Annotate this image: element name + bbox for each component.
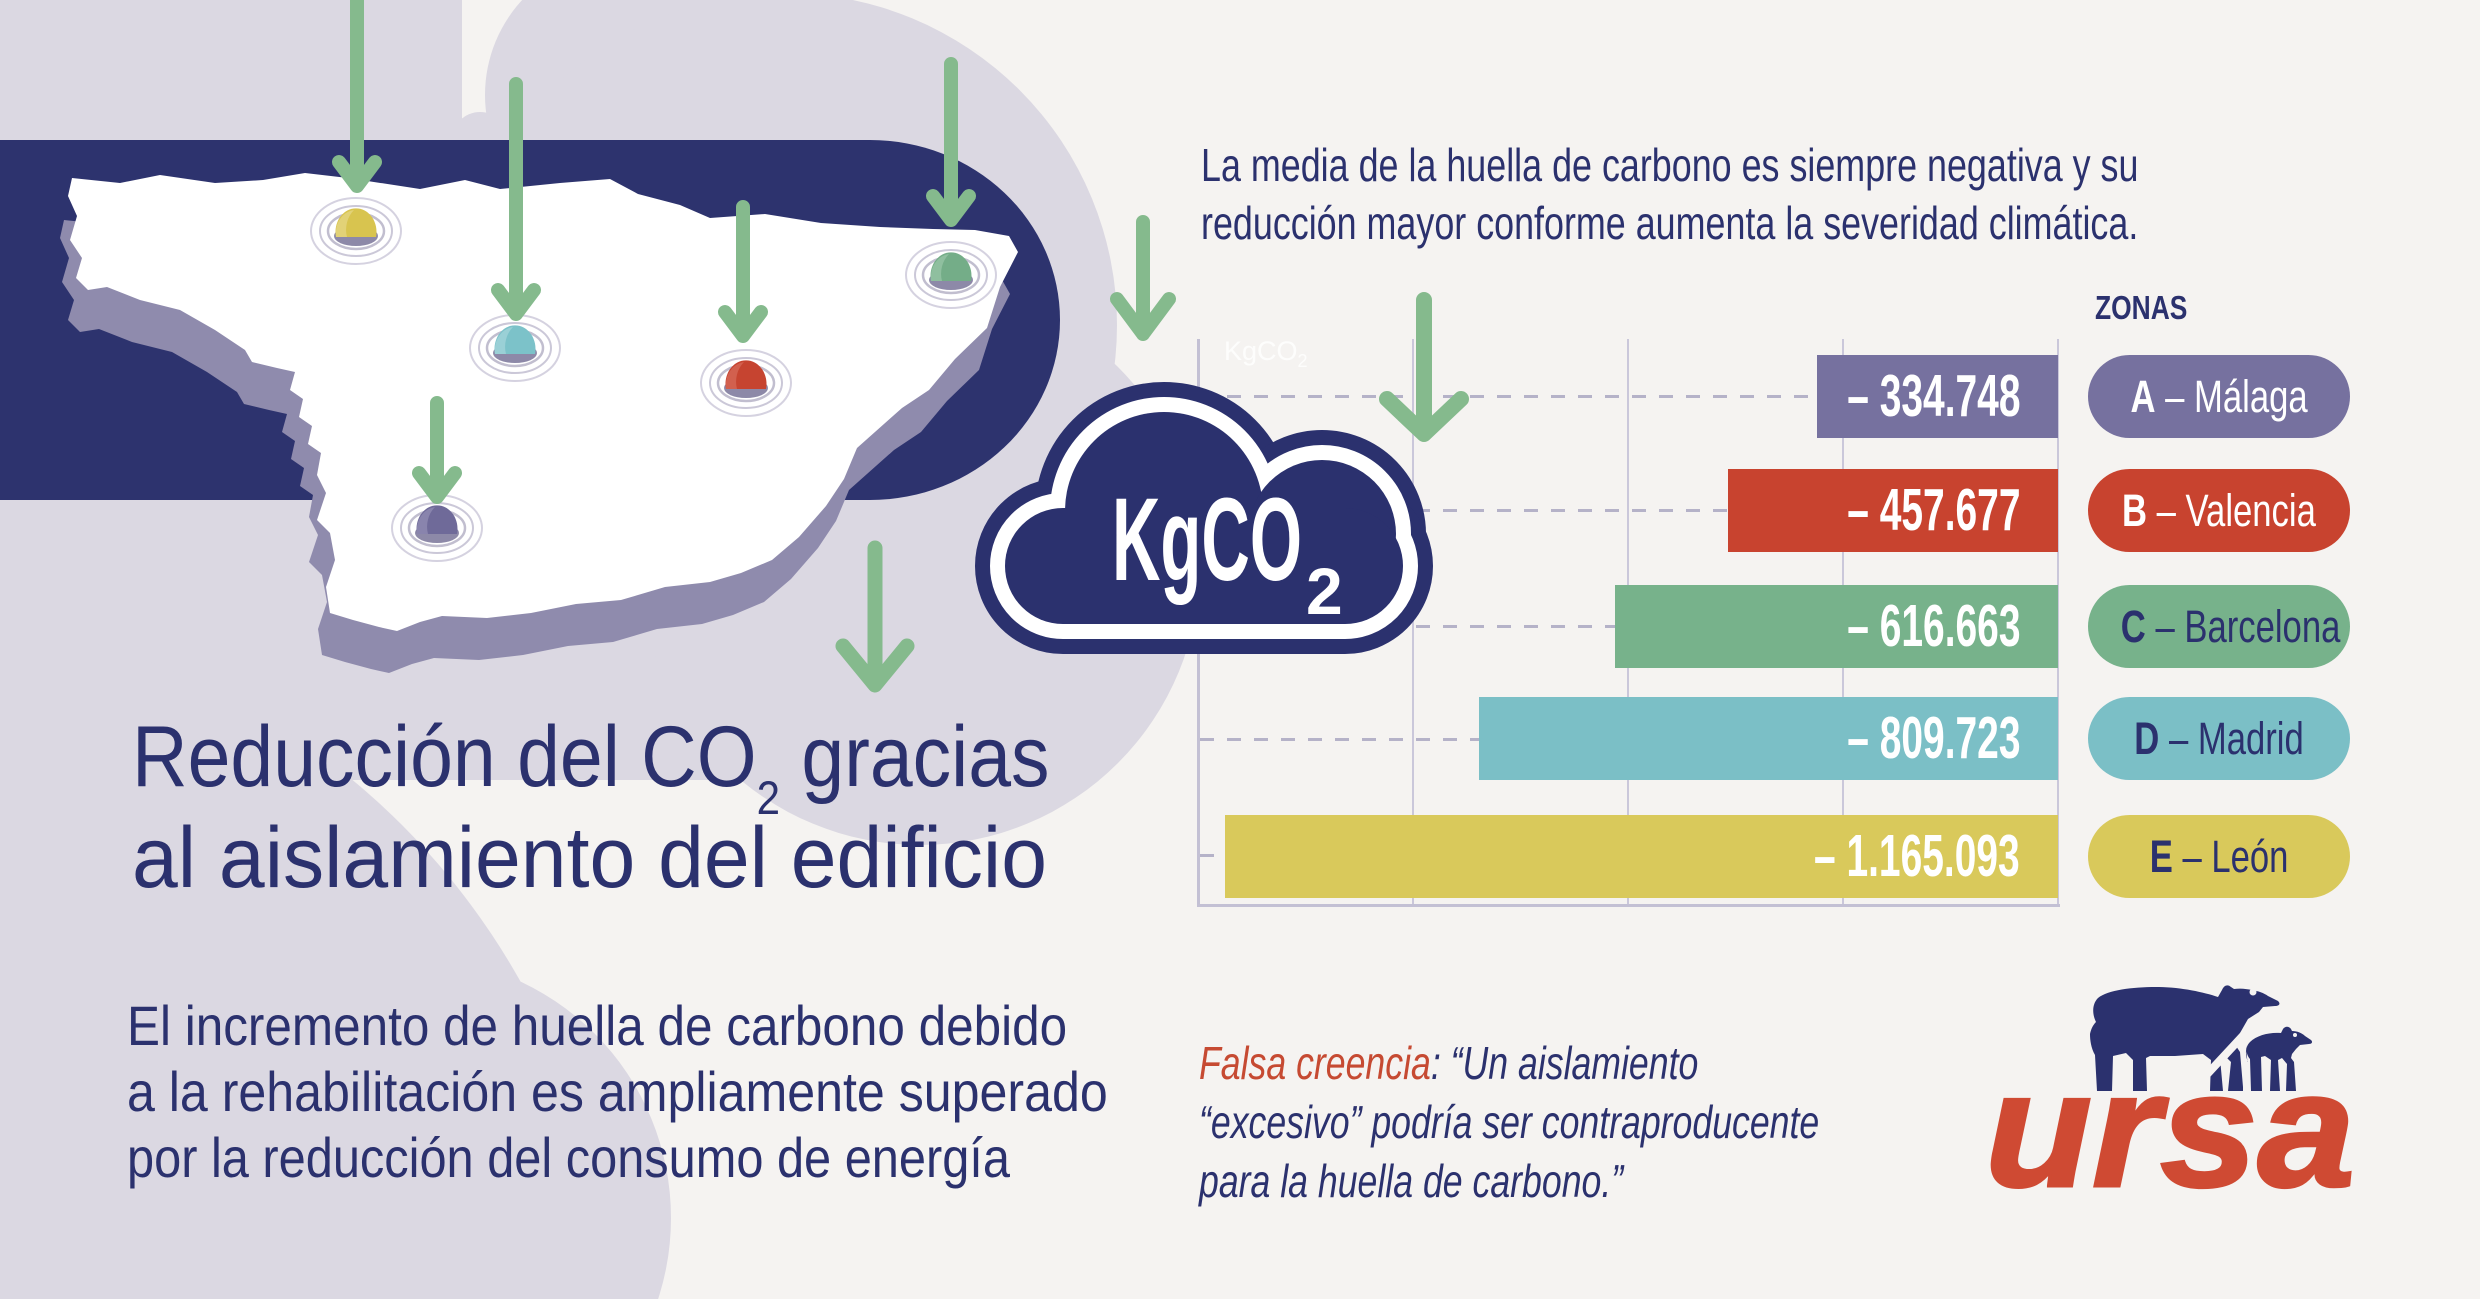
svg-text:2: 2 — [1306, 554, 1343, 628]
svg-text:KgCO: KgCO — [1112, 474, 1302, 606]
svg-text:ursa: ursa — [1985, 1038, 2355, 1221]
